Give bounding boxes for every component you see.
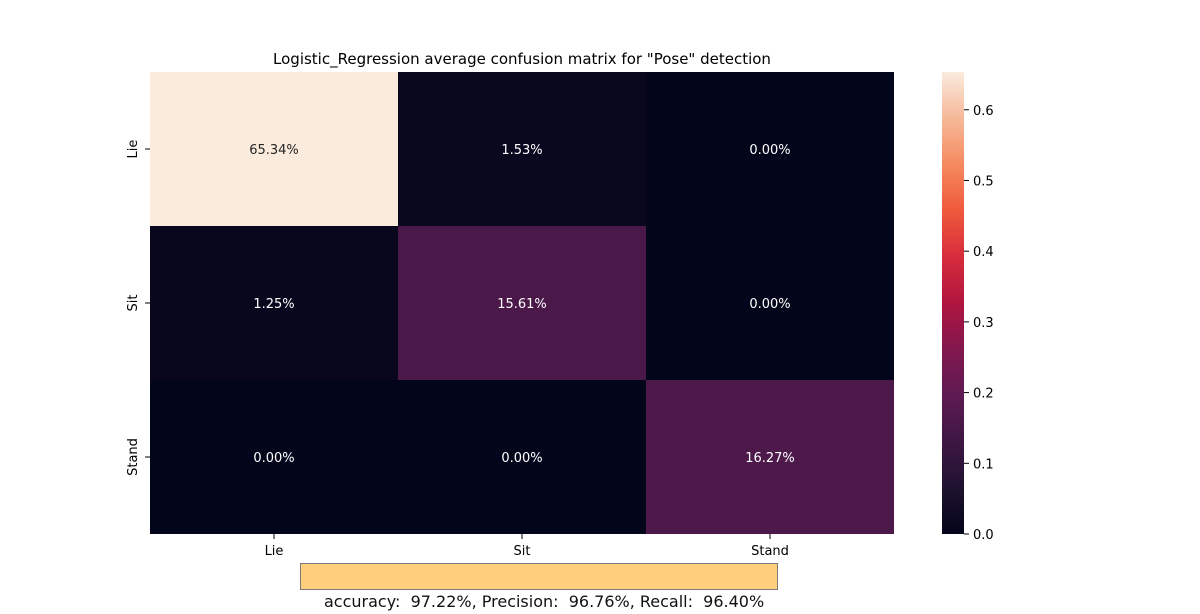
heatmap-cell	[646, 380, 894, 534]
cell-value-label: 16.27%	[745, 451, 795, 466]
colorbar-tick-label: 0.1	[973, 457, 994, 472]
cell-value-label: 0.00%	[253, 451, 294, 466]
heatmap-cell	[398, 380, 646, 534]
heatmap-cell	[150, 380, 398, 534]
metrics-summary-box: accuracy: 97.22%, Precision: 96.76%, Rec…	[300, 563, 778, 611]
heatmap-cell	[398, 72, 646, 226]
cell-value-label: 1.25%	[253, 297, 294, 312]
x-tick-label: Stand	[751, 544, 789, 559]
colorbar-tick-label: 0.5	[973, 174, 994, 189]
heatmap-cell	[150, 72, 398, 226]
colorbar-tick-label: 0.3	[973, 316, 994, 331]
colorbar-tick-label: 0.6	[973, 104, 994, 119]
cell-value-label: 65.34%	[249, 143, 299, 158]
cell-value-label: 0.00%	[749, 143, 790, 158]
cell-value-label: 1.53%	[501, 143, 542, 158]
cell-value-label: 0.00%	[501, 451, 542, 466]
cell-value-label: 0.00%	[749, 297, 790, 312]
colorbar-tick-label: 0.4	[973, 245, 994, 260]
colorbar-tick-label: 0.2	[973, 387, 994, 402]
heatmap-cell	[398, 226, 646, 380]
metrics-summary-text: accuracy: 97.22%, Precision: 96.76%, Rec…	[323, 592, 765, 611]
colorbar-gradient	[942, 72, 964, 534]
y-tick-label: Lie	[126, 140, 141, 159]
colorbar: 0.0 0.1 0.2 0.3 0.4 0.5 0.6	[942, 72, 994, 543]
heatmap-cell	[150, 226, 398, 380]
chart-title: Logistic_Regression average confusion ma…	[273, 50, 771, 69]
y-tick-label: Sit	[126, 295, 141, 312]
heatmap-cell	[646, 72, 894, 226]
colorbar-tick-label: 0.0	[973, 528, 994, 543]
x-tick-label: Lie	[265, 544, 284, 559]
cell-value-label: 15.61%	[497, 297, 547, 312]
heatmap-cell	[646, 226, 894, 380]
y-tick-label: Stand	[126, 438, 141, 476]
confusion-matrix-chart: Logistic_Regression average confusion ma…	[126, 50, 994, 559]
x-tick-label: Sit	[514, 544, 531, 559]
